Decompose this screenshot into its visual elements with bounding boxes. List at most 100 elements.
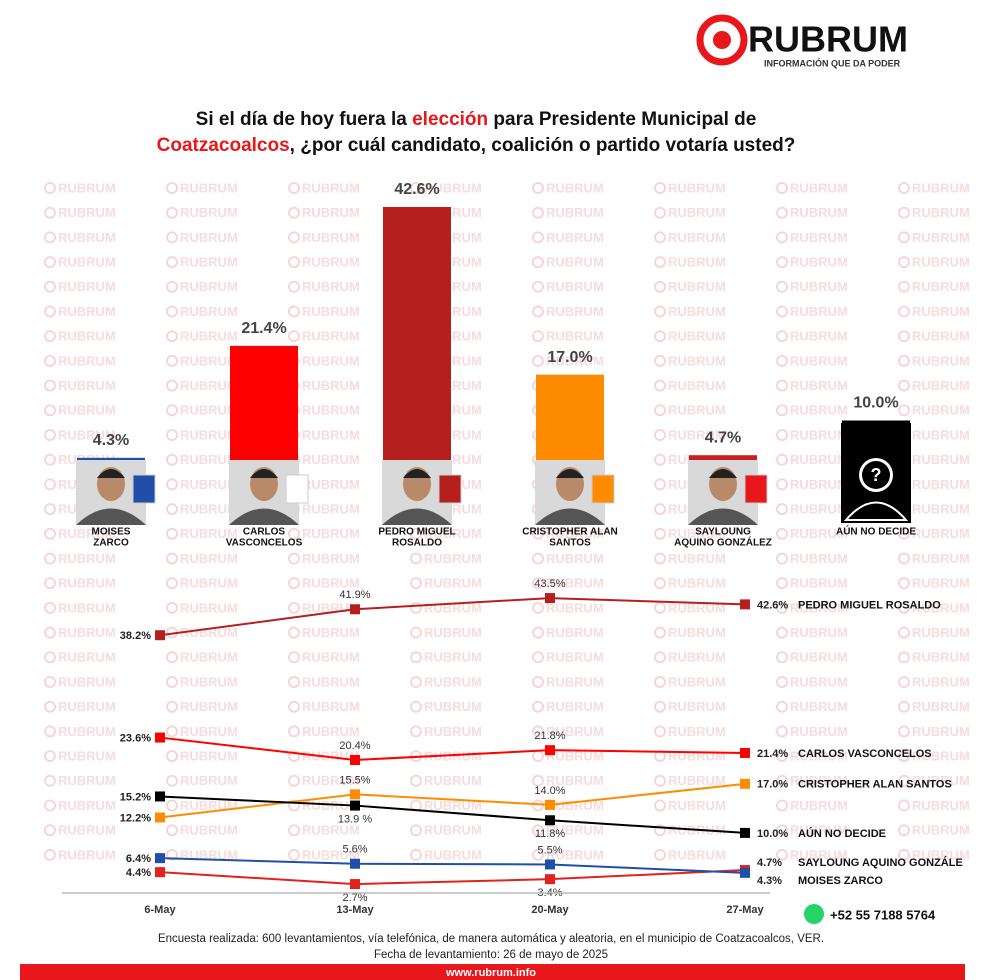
unknown-symbol: ?	[871, 465, 882, 485]
point	[155, 732, 165, 743]
watermark-icon	[44, 379, 56, 392]
point	[740, 747, 750, 758]
watermark-icon	[288, 601, 300, 614]
value-label: 12.2%	[120, 812, 151, 824]
watermark: RUBRUM	[668, 699, 726, 714]
watermark-icon	[44, 330, 56, 343]
watermark: RUBRUM	[790, 674, 848, 689]
watermark-icon	[532, 676, 544, 688]
watermark-icon	[898, 379, 910, 392]
candidate-name: CARLOS	[243, 527, 286, 538]
photo-body	[688, 508, 758, 525]
watermark-icon	[654, 354, 666, 367]
value-label: 21.4%	[757, 748, 788, 760]
series-line	[159, 597, 746, 637]
watermark: RUBRUM	[180, 255, 238, 270]
watermark: RUBRUM	[180, 205, 238, 220]
watermark: RUBRUM	[302, 427, 360, 442]
watermark: RUBRUM	[790, 526, 848, 541]
watermark-icon	[654, 404, 666, 417]
watermark-icon	[776, 429, 788, 441]
value-label: 5.5%	[537, 844, 562, 856]
watermark: RUBRUM	[790, 279, 848, 294]
point	[545, 745, 555, 756]
value-label: 23.6%	[120, 732, 151, 744]
photo-hair	[709, 469, 737, 478]
candidate-name: SAYLOUNG	[695, 527, 751, 538]
logo-name: RUBRUM	[748, 19, 908, 60]
watermark: RUBRUM	[180, 576, 238, 591]
watermark-icon	[776, 231, 788, 244]
watermark: RUBRUM	[912, 279, 970, 294]
watermark: RUBRUM	[912, 205, 970, 220]
watermark-icon	[166, 774, 178, 787]
watermark-icon	[166, 379, 178, 392]
watermark-icon	[410, 700, 422, 713]
watermark-icon	[44, 429, 56, 441]
watermark: RUBRUM	[58, 279, 116, 294]
watermark-icon	[410, 725, 422, 738]
watermark-icon	[532, 626, 544, 639]
watermark: RUBRUM	[668, 255, 726, 270]
watermark: RUBRUM	[668, 353, 726, 368]
point	[155, 630, 165, 641]
watermark: RUBRUM	[912, 551, 970, 566]
watermark-icon	[166, 651, 178, 664]
series-line	[159, 869, 746, 886]
watermark: RUBRUM	[790, 477, 848, 492]
value-label: 14.0%	[534, 785, 565, 797]
point	[155, 812, 165, 823]
watermark: RUBRUM	[58, 625, 116, 640]
watermark: RUBRUM	[668, 551, 726, 566]
watermark: RUBRUM	[790, 230, 848, 245]
watermark: RUBRUM	[912, 724, 970, 739]
party-logo	[438, 474, 462, 504]
watermark-icon	[166, 478, 178, 491]
watermark: RUBRUM	[302, 847, 360, 862]
watermark-icon	[410, 626, 422, 639]
watermark-icon	[288, 700, 300, 713]
party-logo	[285, 474, 309, 504]
watermark-icon	[44, 231, 56, 244]
watermark-icon	[288, 676, 300, 688]
watermark: RUBRUM	[790, 699, 848, 714]
watermark: RUBRUM	[180, 427, 238, 442]
title-line: Coatzacoalcos, ¿por cuál candidato, coal…	[157, 135, 796, 156]
watermark: RUBRUM	[180, 823, 238, 838]
watermark-icon	[776, 527, 788, 540]
watermark-icon	[898, 330, 910, 343]
watermark: RUBRUM	[302, 304, 360, 319]
watermark-icon	[898, 527, 910, 540]
point	[545, 815, 555, 826]
watermark: RUBRUM	[302, 205, 360, 220]
watermark: RUBRUM	[546, 180, 604, 195]
point	[545, 874, 555, 885]
watermark-icon	[776, 725, 788, 738]
watermark: RUBRUM	[668, 724, 726, 739]
point	[740, 778, 750, 789]
watermark: RUBRUM	[424, 699, 482, 714]
watermark: RUBRUM	[668, 526, 726, 541]
value-label: 10.0%	[757, 828, 788, 840]
watermark-icon	[166, 824, 178, 837]
footer-bar	[20, 964, 965, 980]
watermark-icon	[776, 848, 788, 861]
photo-hair	[403, 469, 431, 478]
watermark-icon	[44, 527, 56, 540]
watermark: RUBRUM	[546, 255, 604, 270]
watermark-icon	[532, 577, 544, 590]
watermark-icon	[532, 824, 544, 837]
watermark: RUBRUM	[180, 329, 238, 344]
watermark-icon	[44, 354, 56, 367]
watermark-icon	[166, 799, 178, 812]
watermark-icon	[654, 503, 666, 516]
footer-note: Encuesta realizada: 600 levantamientos, …	[158, 933, 824, 945]
point	[350, 858, 360, 869]
watermark-icon	[776, 651, 788, 664]
watermark-icon	[898, 700, 910, 713]
watermark-icon	[166, 848, 178, 861]
watermark: RUBRUM	[912, 304, 970, 319]
watermark-icon	[898, 182, 910, 194]
watermark: RUBRUM	[424, 526, 482, 541]
